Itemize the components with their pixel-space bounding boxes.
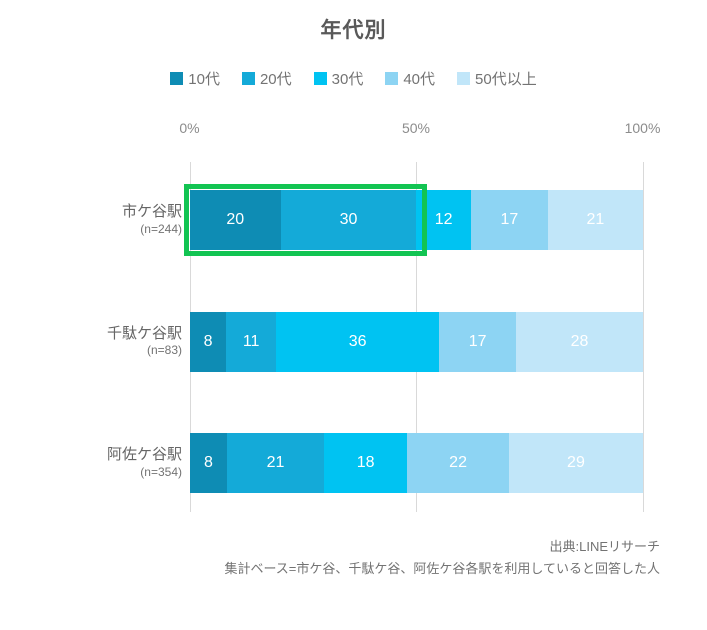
bar-segment-value: 12	[434, 211, 453, 228]
sample-size-label: (n=244)	[140, 221, 182, 236]
bar-segment-value: 29	[567, 454, 585, 471]
chart-title: 年代別	[320, 19, 387, 42]
note-text: 集計ベース=市ケ谷、千駄ケ谷、阿佐ケ谷各駅を利用していると回答した人	[224, 561, 660, 576]
plot-area: 0% 50% 100% 市ケ谷駅 (n=244) 20 30 12 17 21 千駄ケ谷駅 (n=83…	[107, 120, 660, 512]
stacked-bar: 20 30 12 17 21	[184, 184, 643, 256]
source-text: 出典:LINEリサーチ	[549, 539, 660, 554]
legend-swatch-icon	[457, 72, 471, 85]
category-label-block: 阿佐ケ谷駅 (n=354)	[107, 446, 182, 480]
category-label-block: 市ケ谷駅 (n=244)	[122, 203, 182, 237]
legend-label: 50代以上	[475, 71, 537, 88]
gridline: 100%	[625, 120, 660, 512]
category-label-block: 千駄ケ谷駅 (n=83)	[107, 325, 182, 359]
bar-row: 阿佐ケ谷駅 (n=354) 8 21 18 22 29	[107, 433, 643, 493]
legend-swatch-icon	[313, 72, 327, 85]
category-label: 阿佐ケ谷駅	[106, 446, 182, 464]
x-axis-tick-label: 50%	[401, 120, 431, 136]
bar-segment-value: 21	[266, 454, 285, 471]
bar-segment: 12	[416, 190, 471, 250]
bar-segment-value: 30	[339, 211, 358, 228]
bar-segment: 17	[470, 190, 548, 250]
x-axis-tick-label: 0%	[179, 120, 200, 136]
legend-swatch-icon	[170, 72, 184, 85]
bar-segment-value: 18	[356, 454, 375, 471]
chart-legend: 10代 20代 30代 40代 50代以上	[0, 68, 707, 89]
legend-item: 50代以上	[457, 68, 537, 89]
legend-item: 30代	[313, 68, 364, 89]
bar-row: 市ケ谷駅 (n=244) 20 30 12 17 21	[122, 184, 643, 256]
sample-size-label: (n=83)	[146, 343, 182, 358]
legend-swatch-icon	[241, 72, 255, 85]
category-label: 市ケ谷駅	[121, 203, 182, 221]
bar-segment: 29	[508, 433, 643, 493]
stacked-bar: 8 21 18 22 29	[190, 433, 643, 493]
bar-segment: 17	[439, 311, 517, 372]
legend-label: 20代	[259, 71, 292, 88]
bar-segment-value: 21	[586, 211, 605, 228]
bar-segment-value: 17	[500, 211, 519, 228]
stacked-bar: 8 11 36 17 28	[190, 311, 643, 372]
bar-segment: 36	[276, 311, 440, 372]
legend-label: 40代	[403, 71, 436, 88]
bar-segment-value: 8	[204, 454, 213, 471]
bar-segment: 22	[407, 433, 509, 493]
legend-item: 20代	[241, 68, 292, 89]
bar-segment-value: 20	[226, 211, 245, 228]
x-axis-tick-label: 100%	[624, 120, 661, 136]
bar-segment: 20	[190, 190, 281, 250]
bar-segment: 18	[324, 433, 408, 493]
bar-segment-value: 28	[570, 332, 589, 350]
legend-item: 40代	[385, 68, 435, 89]
legend-swatch-icon	[385, 72, 399, 85]
legend-label: 30代	[331, 71, 364, 88]
bar-segment: 21	[226, 433, 325, 493]
bar-segment: 11	[226, 311, 277, 372]
bar-segment: 8	[190, 433, 227, 493]
bar-segment-value: 17	[468, 332, 487, 350]
legend-item: 10代	[170, 68, 220, 89]
bar-segment-value: 36	[348, 332, 367, 350]
bar-segment: 30	[280, 190, 417, 250]
bar-row: 千駄ケ谷駅 (n=83) 8 11 36 17 28	[107, 311, 643, 372]
bar-segment-value: 8	[203, 332, 213, 350]
sample-size-label: (n=354)	[140, 464, 182, 479]
bar-segment: 28	[516, 311, 643, 372]
bar-segment-value: 11	[242, 332, 260, 350]
bar-segment: 21	[547, 190, 643, 250]
legend-label: 10代	[188, 71, 220, 88]
bar-segment-value: 22	[449, 454, 467, 471]
category-label: 千駄ケ谷駅	[106, 324, 182, 342]
bar-segment: 8	[190, 311, 227, 372]
